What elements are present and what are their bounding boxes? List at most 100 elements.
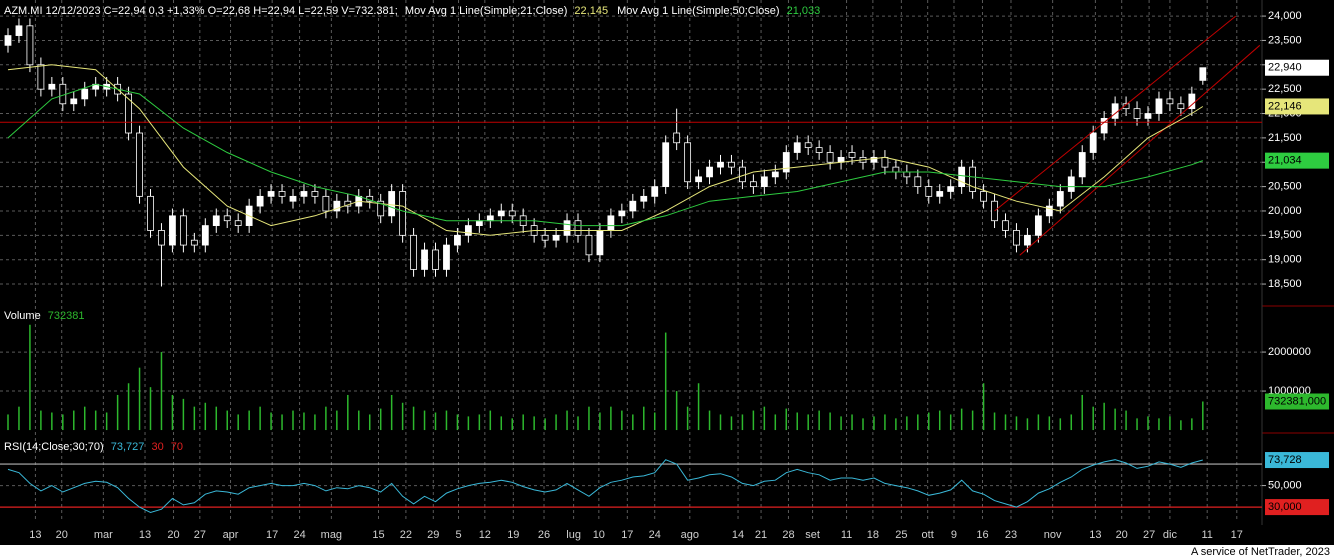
volume-bar bbox=[1037, 414, 1040, 431]
value-badge-label: 73,728 bbox=[1268, 454, 1302, 466]
candle-body bbox=[947, 186, 955, 192]
volume-bar bbox=[1070, 414, 1073, 431]
candle-body bbox=[1188, 93, 1196, 110]
volume-bar bbox=[862, 418, 864, 431]
rsi-header: RSI(14;Close;30;70) 73,727 30 70 bbox=[4, 441, 183, 453]
x-tick-label: 11 bbox=[841, 529, 852, 541]
candle-body bbox=[651, 186, 659, 197]
volume-bar bbox=[336, 410, 338, 431]
volume-bar bbox=[960, 408, 963, 431]
candle-body bbox=[410, 234, 417, 270]
volume-bar bbox=[478, 414, 481, 431]
price-header: AZM.MI 12/12/2023 C=22,94 0,3 +1,33% O=2… bbox=[4, 5, 820, 17]
value-badge-label: 22,146 bbox=[1268, 100, 1302, 112]
volume-bar bbox=[138, 367, 141, 431]
candle-body bbox=[333, 200, 341, 212]
x-tick-label: 13 bbox=[139, 529, 151, 541]
volume-bar bbox=[40, 410, 42, 431]
value-badge-label: 21,034 bbox=[1268, 155, 1302, 167]
volume-bar bbox=[906, 416, 908, 431]
x-tick-label: 9 bbox=[951, 529, 957, 541]
volume-bar bbox=[533, 416, 535, 431]
moving-average-line bbox=[7, 64, 1204, 236]
candle-body bbox=[782, 152, 790, 173]
candle-body bbox=[552, 234, 560, 241]
volume-bar bbox=[51, 412, 53, 431]
legend-level: 30 bbox=[151, 441, 163, 453]
volume-bar bbox=[796, 412, 798, 431]
volume-bar bbox=[94, 410, 97, 431]
candle-body bbox=[267, 191, 275, 197]
candle-body bbox=[706, 166, 713, 178]
candle-body bbox=[793, 142, 801, 153]
y-tick-label: 18,500 bbox=[1268, 278, 1302, 290]
candle-body bbox=[1013, 230, 1020, 246]
volume-bar bbox=[555, 414, 557, 431]
candle-body bbox=[147, 195, 154, 231]
x-tick-label: 15 bbox=[372, 529, 384, 541]
volume-bar bbox=[29, 324, 31, 431]
volume-bar bbox=[851, 414, 853, 431]
x-tick-label: mar bbox=[94, 529, 113, 541]
moving-average-line bbox=[7, 83, 1203, 227]
volume-bar bbox=[160, 352, 163, 431]
candle-body bbox=[256, 195, 264, 207]
volume-bar bbox=[643, 406, 645, 431]
candle-body bbox=[300, 191, 308, 197]
volume-bar bbox=[116, 394, 119, 431]
x-tick-label: nov bbox=[1044, 529, 1062, 541]
candle-body bbox=[81, 88, 89, 100]
volume-bar bbox=[752, 410, 755, 431]
y-tick-label: 22,500 bbox=[1268, 83, 1302, 95]
volume-bar bbox=[62, 414, 64, 431]
candle-body bbox=[662, 142, 670, 188]
candle-body bbox=[15, 25, 23, 36]
y-tick-label: 20,000 bbox=[1268, 205, 1302, 217]
x-tick-label: mag bbox=[321, 529, 342, 541]
x-tick-label: 20 bbox=[56, 529, 68, 541]
volume-bar bbox=[281, 414, 283, 431]
candle-body bbox=[179, 215, 187, 246]
candle-body bbox=[980, 191, 987, 202]
trend-line bbox=[1019, 44, 1261, 256]
candle-body bbox=[486, 215, 494, 222]
volume-bar bbox=[379, 408, 382, 431]
volume-bar bbox=[1048, 416, 1051, 431]
candle-body bbox=[914, 176, 922, 188]
candle-body bbox=[760, 176, 768, 188]
candle-body bbox=[454, 234, 461, 246]
volume-bar bbox=[347, 394, 349, 431]
candle-body bbox=[717, 161, 724, 168]
candle-body bbox=[1034, 215, 1042, 236]
volume-bar bbox=[237, 414, 239, 431]
volume-bar bbox=[785, 408, 788, 431]
volume-bar bbox=[292, 410, 294, 431]
chart-title: AZM.MI 12/12/2023 C=22,94 0,3 +1,33% O=2… bbox=[4, 5, 398, 17]
y-tick-label: 50,000 bbox=[1268, 479, 1302, 491]
volume-bar bbox=[653, 412, 656, 431]
candle-body bbox=[158, 230, 165, 246]
candle-body bbox=[958, 166, 966, 188]
candle-body bbox=[399, 191, 407, 236]
volume-bar bbox=[423, 410, 426, 431]
candle-body bbox=[695, 176, 702, 183]
legend-value: 732381 bbox=[48, 310, 85, 322]
volume-bar bbox=[204, 402, 207, 431]
footer: A service of NetTrader, 2023 bbox=[1191, 546, 1330, 558]
candle-body bbox=[508, 210, 516, 217]
volume-bar bbox=[467, 416, 470, 431]
candle-body bbox=[497, 210, 505, 217]
volume-bar bbox=[938, 410, 941, 431]
volume-bar bbox=[73, 410, 75, 431]
volume-bar bbox=[1147, 416, 1149, 431]
volume-bar bbox=[818, 410, 820, 431]
volume-bar bbox=[314, 414, 316, 431]
x-tick-label: 27 bbox=[1143, 529, 1155, 541]
x-tick-label: 28 bbox=[782, 529, 794, 541]
x-tick-label: ago bbox=[681, 529, 699, 541]
volume-bar bbox=[928, 412, 930, 431]
volume-bar bbox=[7, 414, 9, 431]
candle-body bbox=[563, 220, 571, 236]
volume-bar bbox=[840, 416, 842, 431]
candle-body bbox=[903, 171, 911, 178]
